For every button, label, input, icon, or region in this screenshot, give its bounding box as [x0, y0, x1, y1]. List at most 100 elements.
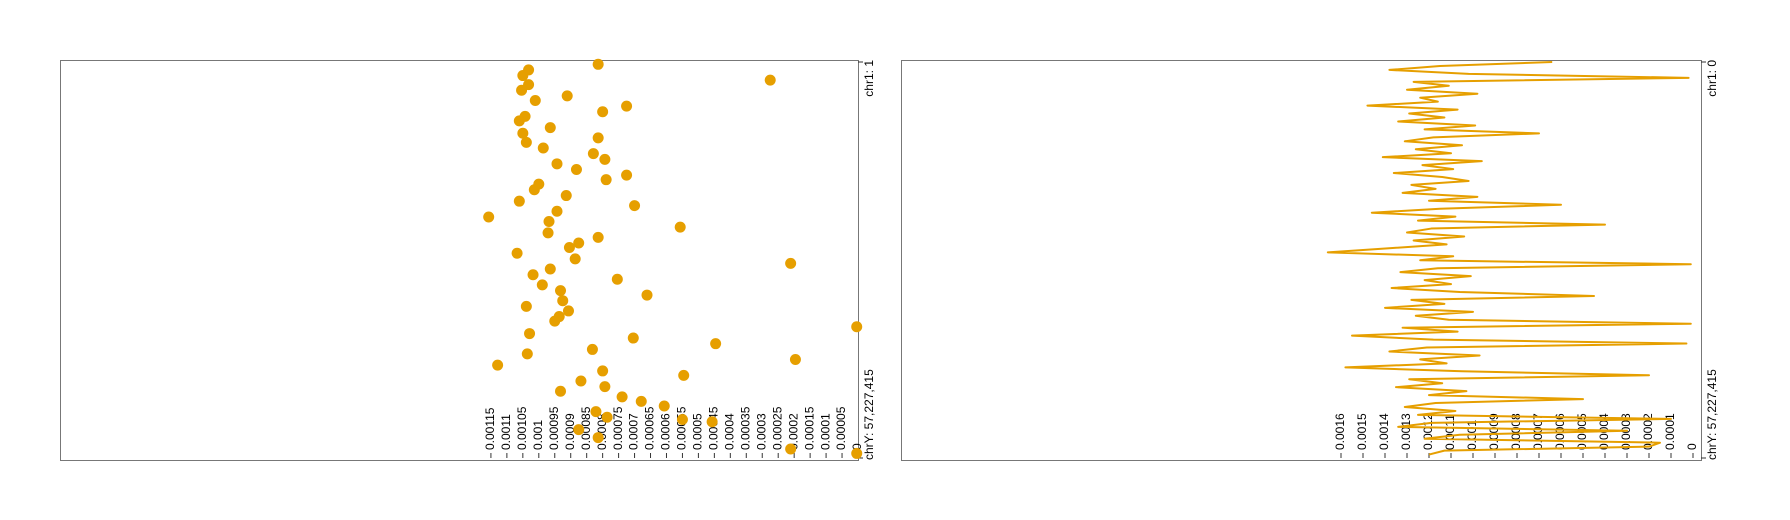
point	[513, 195, 525, 207]
line	[1326, 61, 1692, 456]
point	[599, 153, 611, 165]
point	[611, 273, 623, 285]
x-tick-label: 0.0013	[1399, 413, 1413, 450]
x-tick-label: 0.0012	[1421, 413, 1435, 450]
y-tick-label: chrY: 57,227,415	[1705, 369, 1719, 460]
point	[785, 443, 797, 455]
point	[597, 365, 609, 377]
point	[592, 132, 604, 144]
point	[627, 332, 639, 344]
point	[629, 200, 641, 212]
point	[555, 385, 567, 397]
point	[570, 163, 582, 175]
point	[590, 406, 602, 418]
point	[587, 148, 599, 160]
x-tick-label: 0.0008	[1509, 413, 1523, 450]
point	[621, 169, 633, 181]
point	[521, 348, 533, 360]
x-tick-label: 0.0011	[1443, 414, 1457, 450]
point	[575, 375, 587, 387]
point	[537, 142, 549, 154]
point	[562, 305, 574, 317]
x-tick-label: 0.0002	[786, 413, 800, 450]
point	[544, 122, 556, 134]
point	[789, 354, 801, 366]
point	[592, 432, 604, 444]
point	[557, 295, 569, 307]
x-tick-label: 0.00015	[802, 406, 816, 450]
point	[678, 369, 690, 381]
x-tick-label: 0	[1685, 443, 1699, 450]
x-tick-label: 0.00025	[770, 406, 784, 450]
x-tick-label: 0.0009	[1487, 413, 1501, 450]
point	[492, 359, 504, 371]
point	[520, 136, 532, 148]
x-tick-label: 0.0001	[818, 413, 832, 450]
x-tick-label: 0	[850, 443, 864, 450]
panel-frame	[901, 60, 1702, 461]
x-tick-label: 0.00035	[738, 406, 752, 450]
x-tick-label: 0.00065	[643, 406, 657, 450]
point	[555, 285, 567, 297]
point	[517, 127, 529, 139]
x-tick-label: 0.0007	[627, 413, 641, 450]
x-tick-label: 0.001	[531, 420, 545, 450]
x-tick-label: 0.00055	[675, 406, 689, 450]
x-tick-label: 0.00075	[611, 406, 625, 450]
x-tick-label: 0.00045	[707, 406, 721, 450]
point	[513, 115, 525, 127]
point	[536, 279, 548, 291]
x-tick-label: 0.00095	[547, 406, 561, 450]
point	[676, 414, 688, 426]
point	[785, 257, 797, 269]
x-tick-label: 0.0001	[1663, 413, 1677, 450]
point	[674, 221, 686, 233]
point	[520, 300, 532, 312]
point	[601, 411, 613, 423]
point	[569, 253, 581, 265]
point	[658, 400, 670, 412]
point	[635, 395, 647, 407]
point	[586, 343, 598, 355]
point	[706, 416, 718, 428]
point	[549, 315, 561, 327]
y-tick-label: chr1: 0	[1705, 60, 1719, 97]
x-tick-label: 0.0004	[722, 413, 736, 450]
x-tick-label: 0.0003	[754, 413, 768, 450]
point	[527, 269, 539, 281]
x-tick-label: 0.0014	[1377, 413, 1391, 450]
x-tick-label: 0.0011	[499, 414, 513, 450]
panel-frame	[60, 60, 859, 461]
point	[621, 100, 633, 112]
point	[851, 321, 863, 333]
point	[616, 391, 628, 403]
point	[560, 190, 572, 202]
point	[551, 205, 563, 217]
y-tick-label: chrY: 57,227,415	[862, 369, 876, 460]
point	[542, 227, 554, 239]
y-tick-label: chr1: 1	[862, 60, 876, 97]
point	[600, 174, 612, 186]
point	[573, 424, 585, 436]
x-tick-label: 0.0005	[691, 413, 705, 450]
x-tick-label: 0.00115	[483, 407, 497, 450]
x-tick-label: 0.00085	[579, 406, 593, 450]
point	[710, 338, 722, 350]
x-tick-label: 0.0006	[659, 413, 673, 450]
point	[544, 263, 556, 275]
point	[524, 328, 536, 340]
point	[592, 231, 604, 243]
x-tick-label: 0.00005	[834, 406, 848, 450]
point	[483, 211, 495, 223]
point	[511, 247, 523, 259]
point	[561, 90, 573, 102]
x-tick-label: 0.0002	[1641, 413, 1655, 450]
point	[599, 381, 611, 393]
x-tick-label: 0.0009	[563, 413, 577, 450]
point	[851, 447, 863, 459]
point	[529, 95, 541, 107]
point	[516, 84, 528, 96]
point	[563, 241, 575, 253]
